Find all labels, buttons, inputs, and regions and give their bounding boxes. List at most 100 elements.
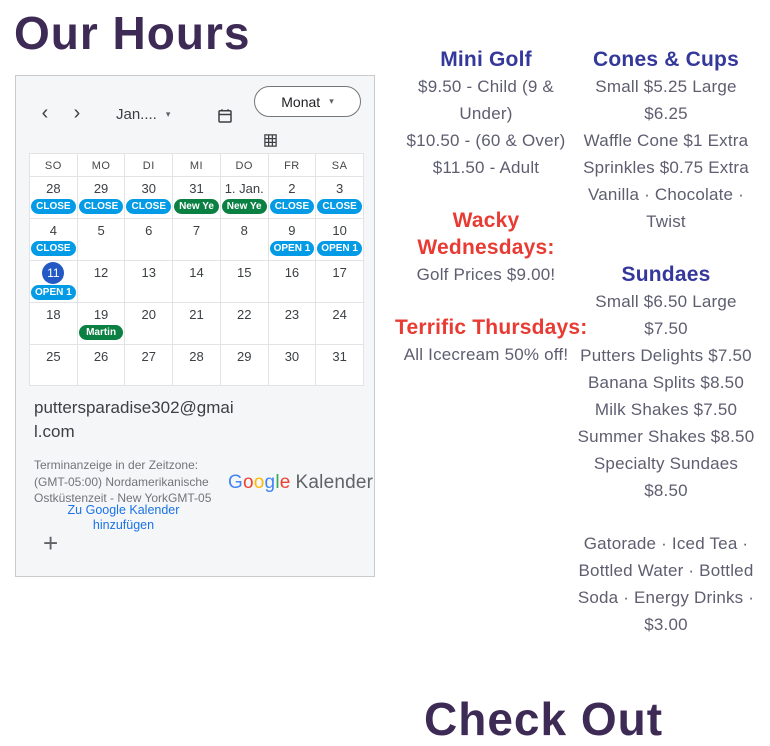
calendar-day-cell[interactable]: 19 Martin bbox=[77, 302, 126, 344]
today-day-number: 11 bbox=[42, 262, 65, 284]
menu-line: $11.50 - Adult bbox=[432, 158, 540, 177]
calendar-day-cell[interactable]: 1. Jan. New Ye bbox=[220, 176, 269, 218]
event-chip[interactable]: CLOSE bbox=[317, 199, 362, 214]
calendar-day-cell[interactable]: 4 CLOSE bbox=[30, 218, 78, 260]
google-calendar-widget: ‹ › Jan.... ▾ Monat ▾ bbox=[15, 75, 375, 577]
calendar-day-cell[interactable]: 5 bbox=[77, 218, 126, 260]
calendar-day-cell[interactable]: 28 CLOSE bbox=[30, 176, 78, 218]
event-chip[interactable]: New Ye bbox=[174, 199, 219, 214]
day-number: 22 bbox=[236, 307, 252, 322]
day-number: 21 bbox=[189, 307, 204, 322]
calendar-day-cell[interactable]: 9 OPEN 1 bbox=[268, 218, 317, 260]
menu-line: $9.50 - Child (9 & Under) bbox=[418, 77, 554, 123]
calendar-day-cell[interactable]: 2 CLOSE bbox=[268, 176, 317, 218]
day-number: 26 bbox=[93, 349, 109, 364]
day-number: 23 bbox=[284, 307, 300, 322]
calendar-grid: SO MO DI MI DO FR SA 28 CLOSE 29 CLOSE 30 CLOSE 31 Ne… bbox=[29, 153, 364, 386]
calendar-day-cell[interactable]: 17 bbox=[316, 260, 364, 302]
calendar-day-cell[interactable]: 16 bbox=[268, 260, 317, 302]
day-header: SO bbox=[30, 154, 78, 176]
calendar-day-cell[interactable]: 14 bbox=[173, 260, 221, 302]
day-number: 25 bbox=[46, 349, 61, 364]
calendar-day-cell[interactable]: 21 bbox=[173, 302, 221, 344]
calendar-day-cell[interactable]: 12 bbox=[77, 260, 126, 302]
menu-section: Mini Golf $9.50 - Child (9 & Under) $10.50… bbox=[395, 46, 577, 181]
day-number: 31 bbox=[189, 181, 204, 196]
google-logo-suffix: Kalender bbox=[295, 472, 374, 493]
page: Our Hours ‹ › Jan.... ▾ Monat ▾ bbox=[14, 7, 755, 745]
calendar-day-cell[interactable]: 29 bbox=[220, 344, 269, 386]
calendar-day-cell[interactable]: 13 bbox=[125, 260, 174, 302]
calendar-email: puttersparadise302@gmail.com bbox=[34, 398, 234, 441]
menu-line: Banana Splits $8.50 bbox=[588, 373, 744, 392]
google-logo-letter: o bbox=[253, 472, 265, 493]
calendar-day-cell[interactable]: 11 OPEN 1 bbox=[30, 260, 78, 302]
calendar-day-cell[interactable]: 20 bbox=[125, 302, 174, 344]
calendar-day-cell[interactable]: 26 bbox=[77, 344, 126, 386]
calendar-day-cell[interactable]: 27 bbox=[125, 344, 174, 386]
day-header: DI bbox=[125, 154, 174, 176]
date-picker-icon[interactable] bbox=[216, 107, 234, 130]
event-chip[interactable]: CLOSE bbox=[78, 199, 124, 214]
day-header: SA bbox=[316, 154, 364, 176]
prev-month-button[interactable]: ‹ bbox=[41, 102, 49, 124]
day-header: DO bbox=[220, 154, 269, 176]
event-chip[interactable]: OPEN 1 bbox=[269, 241, 315, 256]
day-number: 6 bbox=[145, 223, 153, 238]
calendar-day-cell[interactable]: 28 bbox=[173, 344, 221, 386]
menu-line: $10.50 - (60 & Over) bbox=[406, 131, 566, 150]
calendar-day-cell[interactable]: 7 bbox=[173, 218, 221, 260]
chevron-down-icon: ▾ bbox=[329, 96, 334, 106]
calendar-day-cell[interactable]: 6 bbox=[125, 218, 174, 260]
calendar-day-cell[interactable]: 30 CLOSE bbox=[125, 176, 174, 218]
day-number: 5 bbox=[97, 223, 105, 238]
calendar-day-cell[interactable]: 23 bbox=[268, 302, 317, 344]
view-selector-button[interactable]: Monat ▾ bbox=[254, 86, 361, 117]
calendar-day-cell[interactable]: 15 bbox=[220, 260, 269, 302]
calendar-footer: puttersparadise302@gmail.com Terminanzei… bbox=[16, 76, 374, 576]
calendar-day-cell[interactable]: 3 CLOSE bbox=[316, 176, 364, 218]
chevron-down-icon: ▾ bbox=[165, 109, 171, 119]
event-chip[interactable]: New Ye bbox=[221, 199, 267, 214]
menu-line: Sprinkles $0.75 Extra bbox=[583, 158, 749, 177]
day-number: 7 bbox=[192, 223, 201, 238]
calendar-week-row: 25 26 27 28 29 30 31 bbox=[30, 344, 364, 386]
calendar-day-header-row: SO MO DI MI DO FR SA bbox=[30, 154, 364, 176]
calendar-day-cell[interactable]: 10 OPEN 1 bbox=[316, 218, 364, 260]
menu-section: Cones & Cups Small $5.25 Large $6.25 Waffl… bbox=[577, 46, 755, 235]
event-chip[interactable]: OPEN 1 bbox=[317, 241, 362, 256]
plus-icon[interactable]: + bbox=[43, 528, 59, 558]
next-month-button[interactable]: › bbox=[73, 102, 81, 124]
day-number: 1. Jan. bbox=[224, 181, 264, 196]
calendar-day-cell[interactable]: 18 bbox=[30, 302, 78, 344]
event-chip[interactable]: CLOSE bbox=[126, 199, 172, 214]
event-chip[interactable]: CLOSE bbox=[269, 199, 315, 214]
menu-line: Small $6.50 Large $7.50 bbox=[595, 292, 737, 338]
google-kalender-logo[interactable]: Google Kalender bbox=[228, 472, 373, 494]
calendar-day-cell[interactable]: 8 bbox=[220, 218, 269, 260]
month-dropdown[interactable]: Jan.... ▾ bbox=[116, 106, 170, 123]
day-header: FR bbox=[268, 154, 317, 176]
grid-icon bbox=[264, 134, 277, 147]
menu-line: Summer Shakes $8.50 bbox=[577, 427, 755, 446]
calendar-day-cell[interactable]: 31 bbox=[316, 344, 364, 386]
grid-view-icon[interactable] bbox=[263, 133, 278, 153]
calendar-day-cell[interactable]: 31 New Ye bbox=[173, 176, 221, 218]
calendar-day-cell[interactable]: 25 bbox=[30, 344, 78, 386]
calendar-grid-body: 28 CLOSE 29 CLOSE 30 CLOSE 31 New Ye 1. Jan. New … bbox=[30, 176, 364, 386]
calendar-day-cell[interactable]: 30 bbox=[268, 344, 317, 386]
day-number: 9 bbox=[288, 223, 296, 238]
event-chip[interactable]: OPEN 1 bbox=[31, 285, 76, 300]
day-number: 14 bbox=[189, 265, 204, 280]
section-title: Cones & Cups bbox=[593, 48, 739, 71]
calendar-day-cell[interactable]: 22 bbox=[220, 302, 269, 344]
day-number: 31 bbox=[332, 349, 347, 364]
add-to-google-calendar-link[interactable]: Zu Google Kalender hinzufügen bbox=[67, 503, 180, 532]
calendar-day-cell[interactable]: 29 CLOSE bbox=[77, 176, 126, 218]
event-chip[interactable]: CLOSE bbox=[31, 241, 76, 256]
day-number: 27 bbox=[141, 349, 157, 364]
event-chip[interactable]: Martin bbox=[78, 325, 124, 340]
calendar-day-cell[interactable]: 24 bbox=[316, 302, 364, 344]
menu-line: Golf Prices $9.00! bbox=[416, 265, 556, 284]
event-chip[interactable]: CLOSE bbox=[31, 199, 76, 214]
